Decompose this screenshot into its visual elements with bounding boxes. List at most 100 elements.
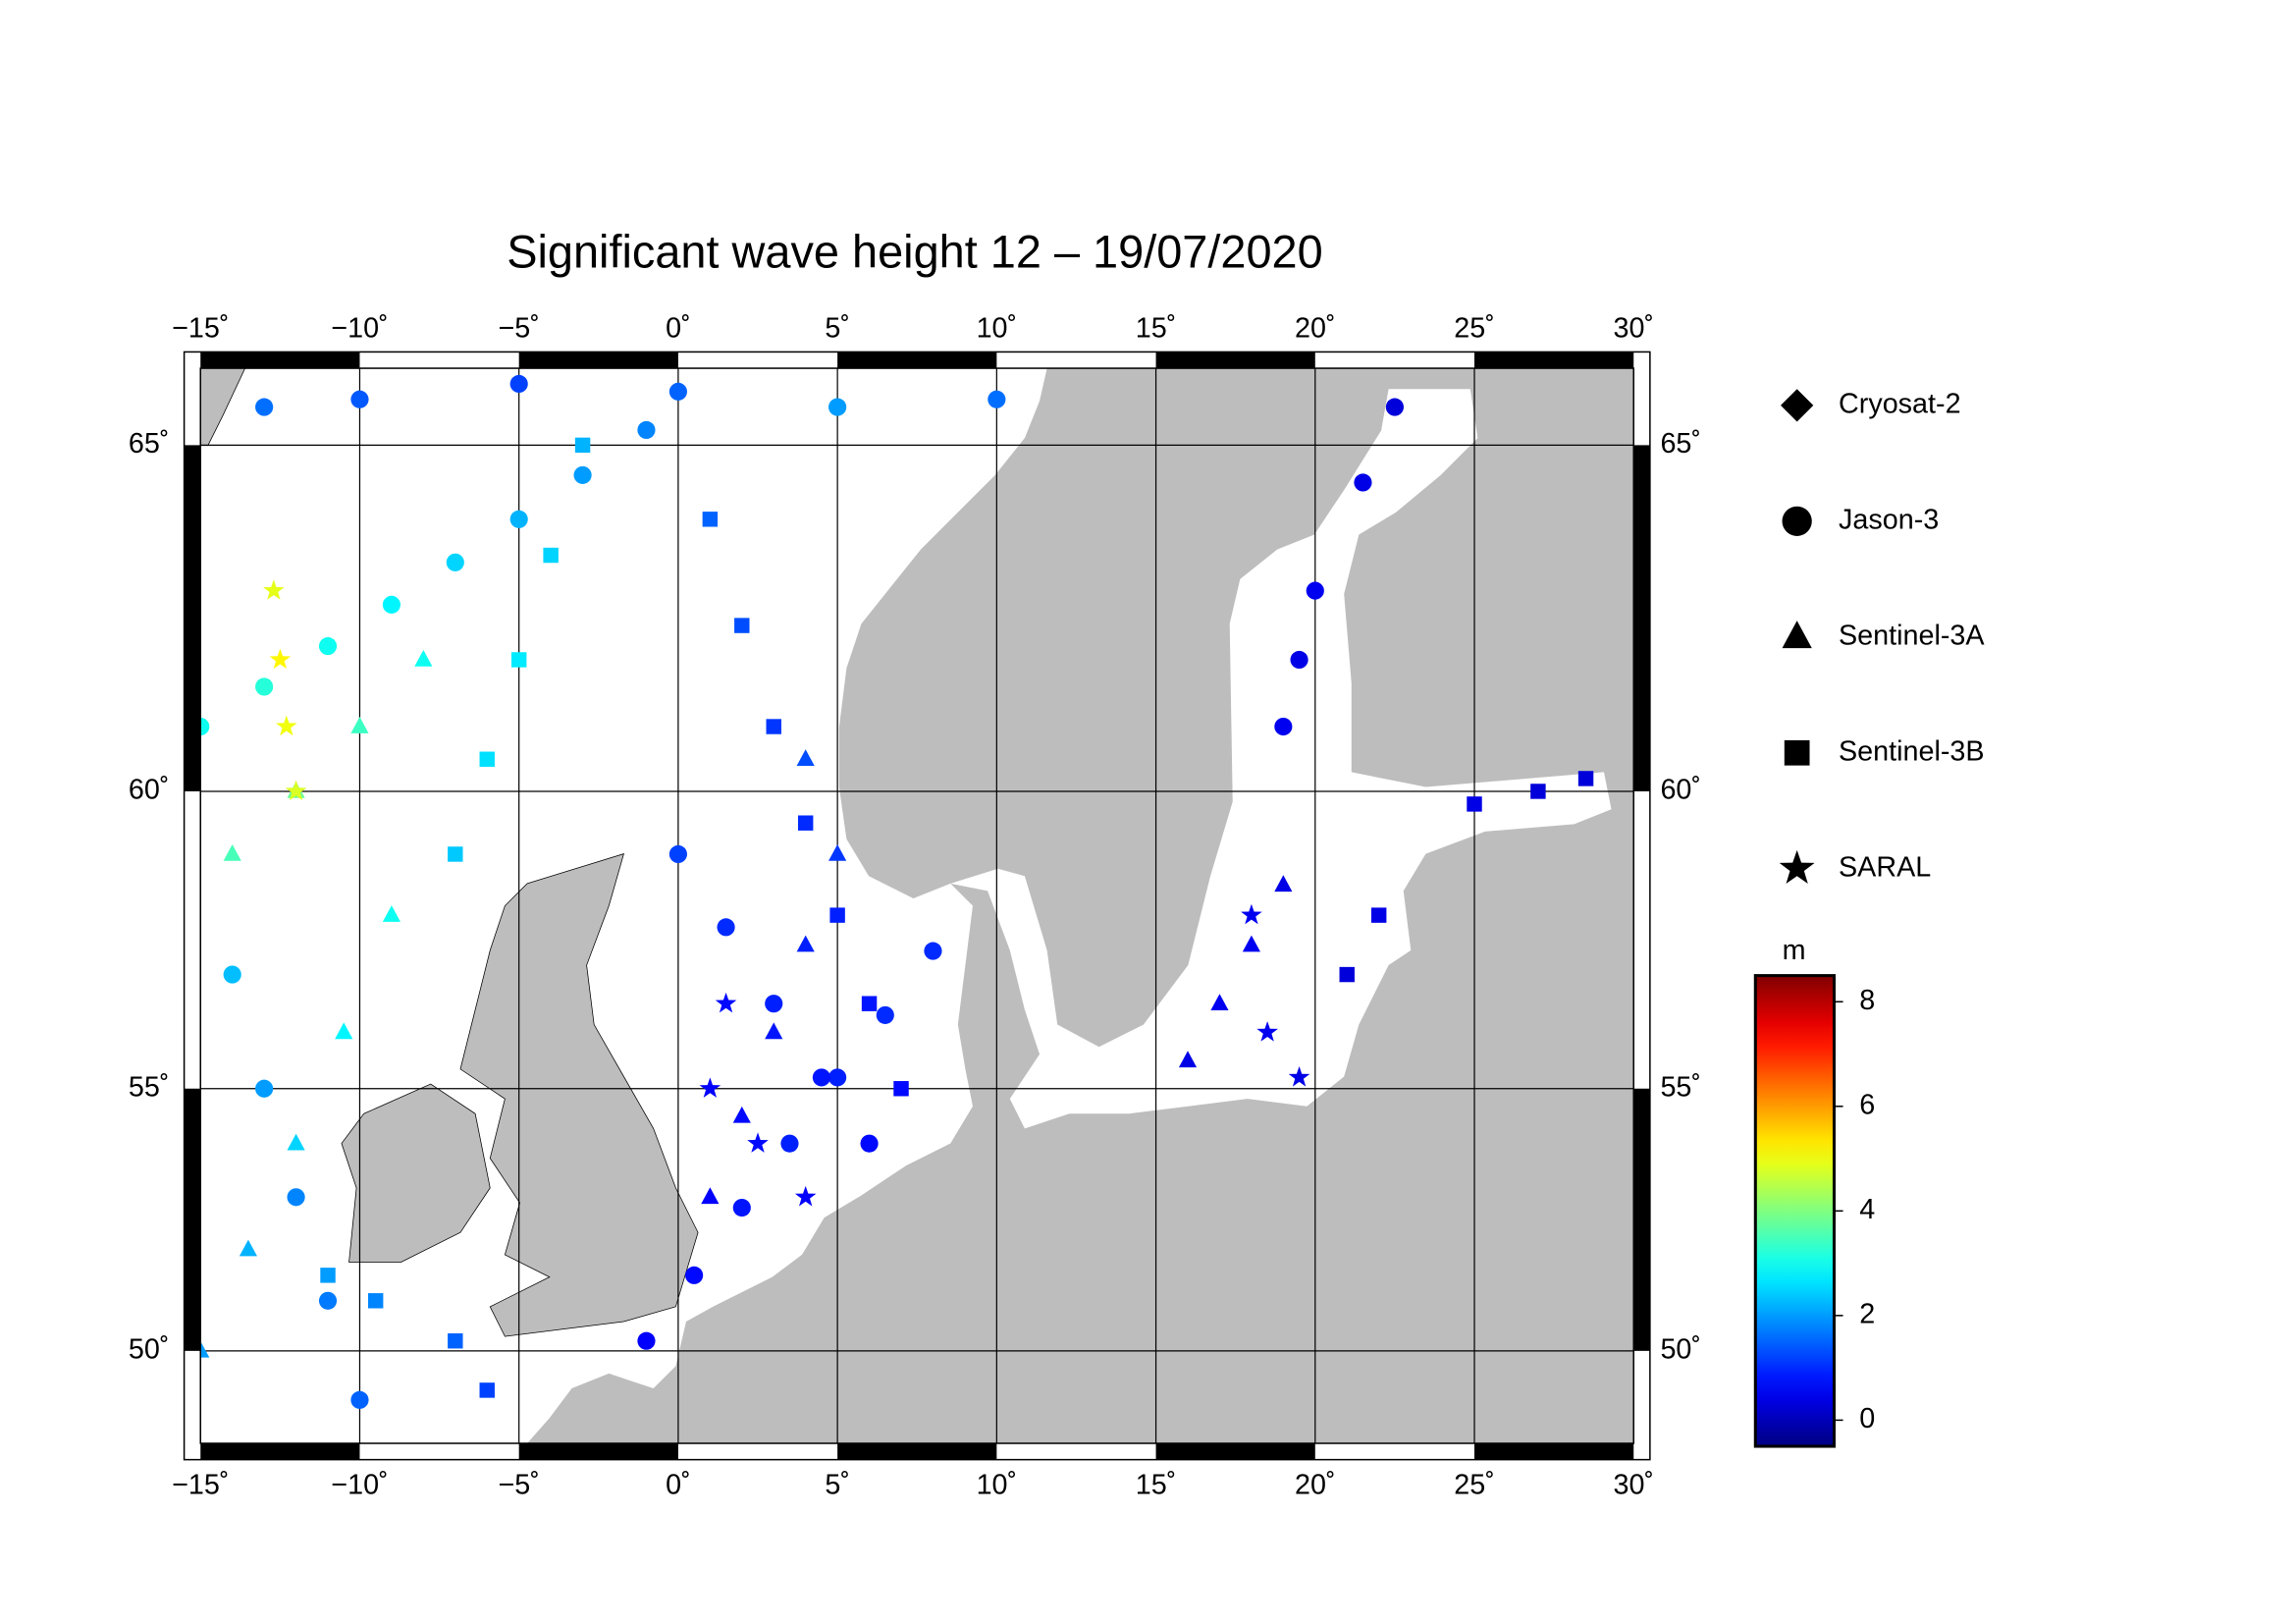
y-tick-label: 65˚ xyxy=(129,428,170,460)
data-point xyxy=(797,815,814,831)
data-point xyxy=(1210,994,1229,1010)
x-tick-label: 25˚ xyxy=(1454,1469,1495,1500)
frame-bar xyxy=(184,445,201,791)
frame-bar xyxy=(837,352,997,369)
colorbar-fill xyxy=(1753,974,1836,1448)
data-point xyxy=(1274,717,1293,736)
baltic-sea xyxy=(950,389,1612,1129)
data-point xyxy=(573,465,592,484)
data-point xyxy=(715,992,737,1013)
data-point xyxy=(828,843,847,861)
legend-marker xyxy=(1782,506,1812,536)
data-point xyxy=(1339,966,1355,983)
title: Significant wave height 12 – 19/07/2020 xyxy=(507,227,1323,278)
y-tick-label: 60˚ xyxy=(1660,775,1701,806)
iceland xyxy=(200,368,246,447)
data-point xyxy=(350,717,369,733)
data-point xyxy=(717,918,735,937)
data-point xyxy=(223,965,241,984)
data-point xyxy=(269,648,292,670)
data-point xyxy=(701,1187,720,1205)
ireland xyxy=(341,1083,491,1263)
data-point xyxy=(1306,581,1324,600)
x-tick-label: 20˚ xyxy=(1295,312,1336,344)
data-point xyxy=(318,636,338,656)
legend-label: Jason-3 xyxy=(1839,504,1939,535)
data-point xyxy=(318,1291,338,1310)
data-point xyxy=(1385,398,1404,416)
colorbar: m 0 2 4 6 8 xyxy=(1753,935,1875,1448)
data-point xyxy=(637,420,656,440)
legend-label: SARAL xyxy=(1839,851,1931,883)
data-point xyxy=(988,390,1006,408)
data-point xyxy=(263,579,285,600)
data-point xyxy=(200,717,210,736)
x-tick-label: 0˚ xyxy=(666,1469,691,1500)
colorbar-tick-label: 2 xyxy=(1859,1298,1875,1329)
y-tick-label: 50˚ xyxy=(1660,1333,1701,1365)
x-tick-label: −5˚ xyxy=(499,1469,540,1500)
data-point xyxy=(320,1268,336,1283)
data-point xyxy=(509,510,528,528)
points xyxy=(200,374,1594,1409)
data-point xyxy=(1288,1066,1310,1087)
x-tick-label: −15˚ xyxy=(172,312,229,344)
data-point xyxy=(510,652,527,668)
data-point xyxy=(637,1331,656,1350)
y-tick-label: 60˚ xyxy=(129,775,170,806)
data-point xyxy=(543,547,559,564)
data-point xyxy=(861,996,878,1011)
x-tick-label: −10˚ xyxy=(331,1469,388,1500)
data-point xyxy=(479,751,495,767)
data-point xyxy=(1467,796,1482,812)
data-point xyxy=(448,846,463,862)
data-point xyxy=(223,843,241,861)
data-point xyxy=(367,1293,384,1309)
data-point xyxy=(747,1132,769,1153)
frame-bar xyxy=(518,1443,678,1460)
data-point xyxy=(335,1022,353,1040)
frame-bar xyxy=(1474,352,1634,369)
data-point xyxy=(1530,784,1546,799)
data-point xyxy=(255,677,274,696)
colorbar-label: m xyxy=(1783,935,1806,966)
legend-label: Sentinel-3A xyxy=(1839,620,1985,651)
frame-bar xyxy=(1155,352,1315,369)
data-point xyxy=(200,1340,210,1358)
data-point xyxy=(255,1079,274,1098)
data-point xyxy=(668,382,687,401)
data-point xyxy=(796,749,815,767)
data-point xyxy=(1290,650,1308,670)
x-tick-label: 10˚ xyxy=(977,1469,1018,1500)
x-tick-label: 20˚ xyxy=(1295,1469,1336,1500)
data-point xyxy=(876,1005,894,1024)
data-point xyxy=(255,398,274,416)
frame-bar xyxy=(518,352,678,369)
legend-marker xyxy=(1784,739,1810,766)
data-point xyxy=(668,844,687,864)
data-point xyxy=(780,1134,799,1153)
frame: −15˚ −15˚ −10˚ −10˚ −5˚ −5˚ 0˚ 0˚ 5˚ 5˚ 10˚ 10˚ 15˚ 1… xyxy=(129,312,1701,1500)
frame-bar xyxy=(200,1443,360,1460)
colorbar-tick-label: 4 xyxy=(1859,1194,1875,1225)
data-point xyxy=(479,1382,495,1398)
frame-bar xyxy=(184,1088,201,1351)
frame-bar xyxy=(837,1443,997,1460)
map-area xyxy=(200,368,1634,1444)
data-point xyxy=(1256,1021,1278,1042)
x-tick-label: 15˚ xyxy=(1136,312,1177,344)
y-tick-label: 65˚ xyxy=(1660,428,1701,460)
x-tick-label: 30˚ xyxy=(1613,312,1654,344)
data-point xyxy=(732,1198,751,1217)
data-point xyxy=(1241,903,1262,925)
frame-bar xyxy=(1474,1443,1634,1460)
data-point xyxy=(765,995,783,1013)
x-tick-label: 25˚ xyxy=(1454,312,1495,344)
frame-bar xyxy=(1633,1088,1650,1351)
frame-bar xyxy=(1155,1443,1315,1460)
legend: Cryosat-2 Jason-3 Sentinel-3A Sentinel-3B SA… xyxy=(1779,388,1985,885)
frame-bar xyxy=(1633,445,1650,791)
data-point xyxy=(766,719,781,734)
